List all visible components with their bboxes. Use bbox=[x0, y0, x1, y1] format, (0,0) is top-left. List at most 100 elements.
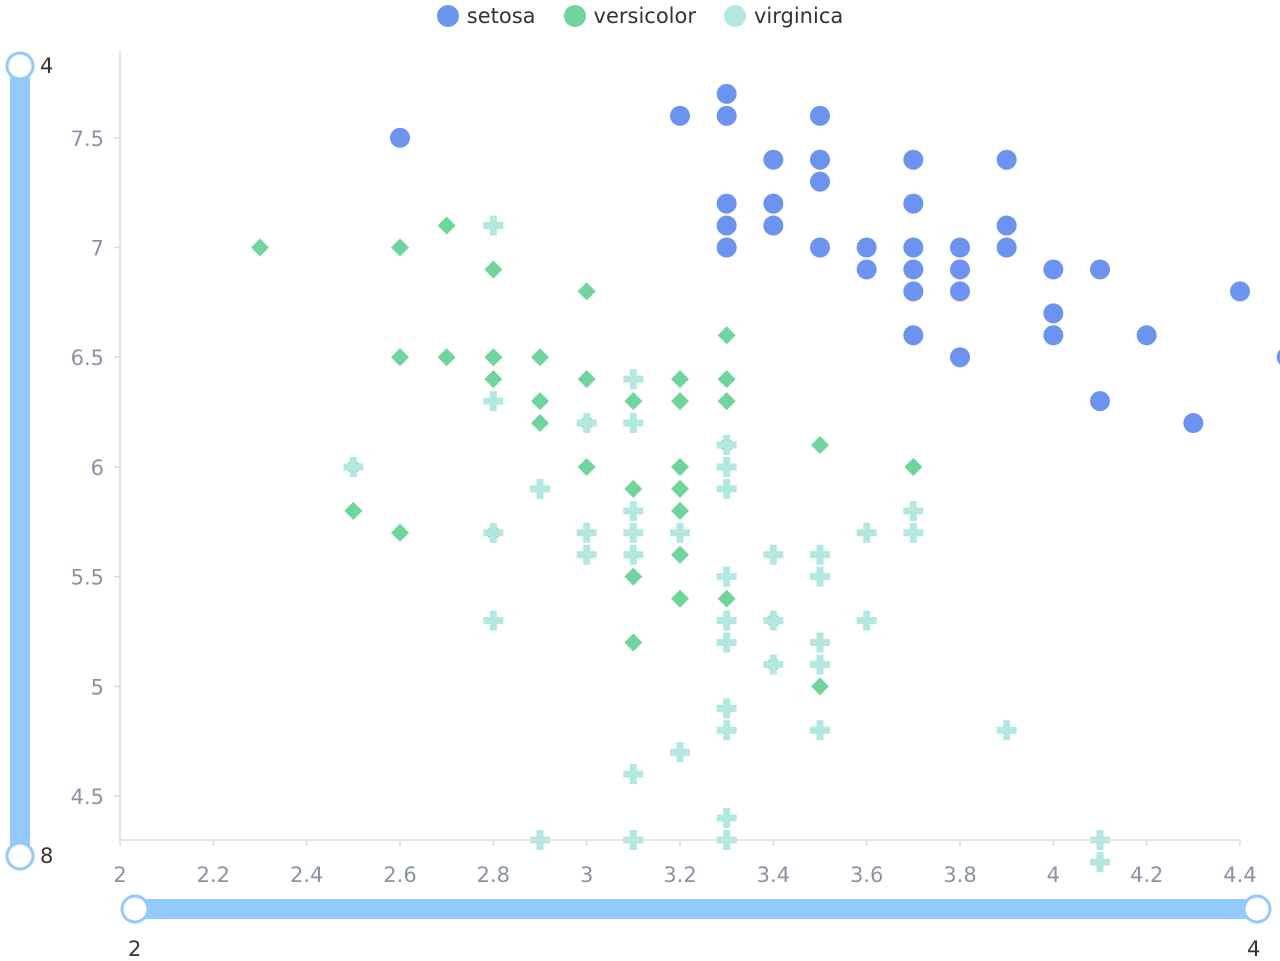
setosa-point bbox=[950, 237, 970, 258]
virginica-point bbox=[530, 478, 550, 499]
virginica-point bbox=[810, 566, 830, 587]
virginica-point bbox=[810, 544, 830, 565]
x-tick-label: 3 bbox=[580, 863, 593, 887]
versicolor-point bbox=[624, 633, 643, 652]
setosa-point bbox=[1090, 391, 1110, 412]
x-tick-label: 2.6 bbox=[383, 863, 416, 887]
virginica-point bbox=[903, 500, 924, 521]
versicolor-point bbox=[624, 567, 643, 586]
versicolor-point bbox=[531, 348, 549, 367]
x-tick-label: 4 bbox=[1047, 863, 1060, 887]
y-tick-label: 5 bbox=[91, 675, 104, 699]
virginica-point bbox=[576, 544, 597, 565]
x-tick-label: 3.4 bbox=[757, 863, 790, 887]
chart-axes: 2 2.2 2.4 2.6 2.8 3 3.2 3.4 3.6 3.8 4 4.2 4.4 4.5 5 5.5… bbox=[71, 50, 1257, 887]
y-slider-top-value: 4 bbox=[40, 54, 54, 78]
setosa-point bbox=[1183, 413, 1204, 434]
versicolor-point bbox=[391, 523, 409, 542]
legend-item-versicolor[interactable]: versicolor bbox=[563, 4, 696, 28]
setosa-point bbox=[950, 347, 970, 368]
y-tick-label: 7.5 bbox=[71, 127, 104, 151]
versicolor-point bbox=[344, 501, 363, 520]
virginica-point bbox=[716, 808, 737, 829]
versicolor-point bbox=[577, 282, 596, 301]
x-tick-label: 2 bbox=[113, 863, 126, 887]
virginica-point bbox=[716, 435, 737, 455]
x-slider-max-handle[interactable] bbox=[1242, 894, 1272, 924]
setosa-point bbox=[390, 127, 410, 148]
x-slider-min-handle[interactable] bbox=[120, 894, 150, 924]
setosa-point bbox=[810, 237, 830, 258]
setosa-point bbox=[716, 193, 737, 214]
versicolor-point bbox=[624, 392, 643, 411]
virginica-point bbox=[576, 522, 597, 543]
setosa-point bbox=[716, 83, 737, 104]
legend-item-virginica[interactable]: virginica bbox=[723, 4, 843, 28]
y-slider-bottom-handle[interactable] bbox=[5, 841, 35, 871]
x-slider-max-value: 4 bbox=[1247, 937, 1261, 961]
versicolor-point bbox=[484, 370, 503, 389]
versicolor-point bbox=[811, 677, 829, 696]
setosa-point bbox=[1136, 325, 1157, 346]
setosa-point bbox=[716, 215, 737, 236]
x-tick-label: 2.2 bbox=[197, 863, 230, 887]
virginica-point bbox=[763, 654, 784, 675]
legend-item-setosa[interactable]: setosa bbox=[436, 4, 536, 28]
versicolor-point bbox=[671, 370, 689, 389]
setosa-point bbox=[810, 105, 830, 126]
setosa-point bbox=[716, 237, 737, 258]
setosa-point bbox=[810, 171, 830, 192]
virginica-point bbox=[716, 698, 737, 719]
setosa-point bbox=[1043, 303, 1064, 324]
chart-legend: setosa versicolor virginica bbox=[0, 0, 1280, 32]
virginica-point bbox=[810, 720, 830, 741]
versicolor-point bbox=[717, 589, 736, 608]
virginica-point bbox=[716, 566, 737, 587]
x-tick-label: 3.6 bbox=[850, 863, 883, 887]
setosa-point bbox=[903, 237, 924, 258]
versicolor-point bbox=[251, 238, 269, 257]
setosa-point bbox=[763, 149, 784, 170]
virginica-point bbox=[623, 544, 644, 565]
y-tick-label: 6 bbox=[91, 456, 104, 480]
setosa-point bbox=[950, 259, 970, 280]
virginica-point bbox=[623, 500, 644, 521]
setosa-point bbox=[1043, 325, 1064, 346]
versicolor-point bbox=[904, 457, 923, 476]
setosa-point bbox=[1043, 259, 1064, 280]
versicolor-point bbox=[671, 501, 689, 520]
setosa-point bbox=[996, 149, 1017, 170]
virginica-point bbox=[716, 456, 737, 477]
versicolor-point bbox=[671, 392, 689, 411]
setosa-point bbox=[996, 215, 1017, 236]
setosa-point bbox=[763, 193, 784, 214]
virginica-point bbox=[670, 742, 690, 763]
legend-circle-icon bbox=[436, 5, 459, 27]
zoom-sliders bbox=[5, 51, 1272, 924]
y-tick-label: 4.5 bbox=[71, 785, 104, 809]
setosa-point bbox=[856, 237, 877, 258]
versicolor-point bbox=[671, 545, 689, 564]
versicolor-point bbox=[437, 348, 456, 367]
setosa-point bbox=[903, 149, 924, 170]
versicolor-point bbox=[717, 326, 736, 345]
versicolor-point bbox=[391, 238, 409, 257]
virginica-point bbox=[623, 413, 644, 434]
versicolor-point bbox=[717, 392, 736, 411]
y-tick-label: 7 bbox=[91, 237, 104, 261]
virginica-point bbox=[483, 522, 504, 543]
versicolor-point bbox=[811, 436, 829, 454]
x-tick-label: 4.2 bbox=[1130, 863, 1163, 887]
setosa-point bbox=[1276, 349, 1280, 365]
versicolor-point bbox=[671, 479, 689, 498]
setosa-point bbox=[763, 215, 784, 236]
virginica-point bbox=[810, 654, 830, 675]
virginica-point bbox=[856, 610, 877, 631]
setosa-point bbox=[716, 105, 737, 126]
y-slider-top-handle[interactable] bbox=[5, 51, 35, 81]
virginica-point bbox=[716, 632, 737, 653]
versicolor-point bbox=[624, 479, 643, 498]
versicolor-point bbox=[531, 392, 549, 411]
versicolor-point bbox=[577, 370, 596, 389]
setosa-point bbox=[1230, 281, 1250, 302]
